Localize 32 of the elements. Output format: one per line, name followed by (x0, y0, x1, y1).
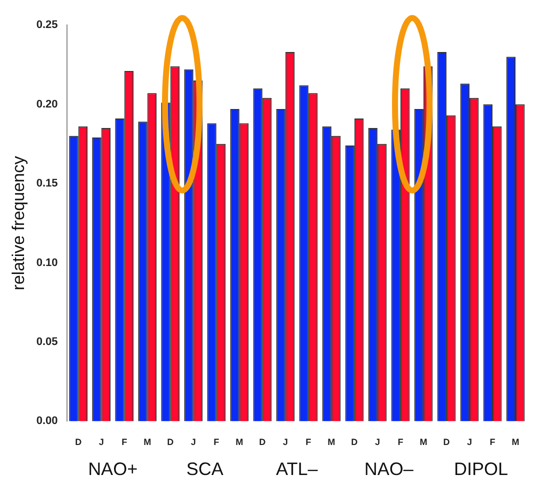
x-tick-label: J (190, 437, 196, 448)
x-tick-label: D (259, 437, 266, 448)
text: NAO+ (88, 459, 138, 480)
y-tick-label: 0.05 (36, 336, 58, 348)
x-tick-label: F (214, 437, 220, 448)
text: DIPOL (454, 459, 508, 480)
y-tick-label: 0.00 (36, 415, 58, 428)
y-tick-label: 0.20 (36, 98, 58, 110)
y-tick-label: 0.25 (36, 19, 58, 32)
x-tick-label: F (122, 437, 128, 448)
x-tick-label: M (144, 437, 152, 448)
x-tick-label: J (466, 437, 472, 448)
x-tick-label: J (374, 437, 380, 448)
x-tick-label: F (398, 437, 404, 448)
x-tick-label: D (167, 437, 174, 448)
x-tick-label: D (351, 437, 358, 448)
text: NAO– (364, 459, 414, 480)
y-tick-label: 0.15 (36, 178, 58, 190)
x-tick-label: J (282, 437, 288, 448)
text: ATL– (276, 459, 318, 480)
text: SCA (186, 459, 224, 480)
x-tick-label: J (98, 437, 104, 448)
x-tick-label: M (328, 437, 336, 448)
x-tick-label: M (512, 437, 520, 448)
x-tick-label: M (420, 437, 428, 448)
x-tick-label: D (75, 437, 82, 448)
x-tick-label: M (236, 437, 244, 448)
y-axis-title: relative frequency (8, 156, 28, 290)
x-tick-label: F (306, 437, 312, 448)
x-tick-label: F (490, 437, 496, 448)
y-tick-label: 0.10 (36, 256, 58, 269)
x-tick-label: D (443, 437, 450, 448)
